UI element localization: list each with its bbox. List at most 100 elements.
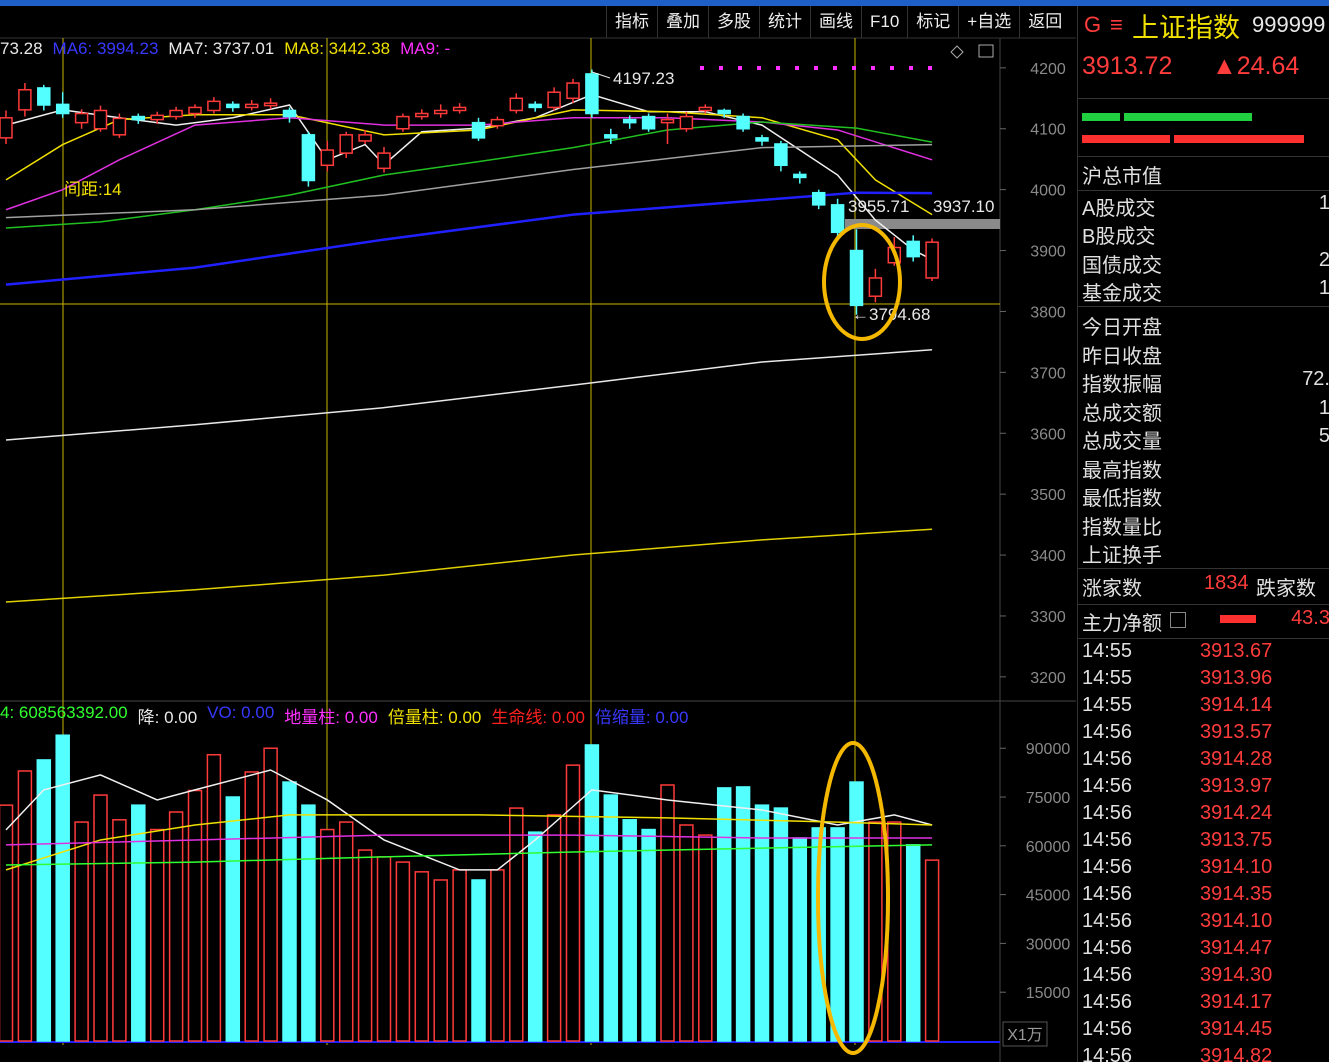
- volume-bar: [376, 856, 392, 1042]
- y-tick-label: 30000: [1026, 936, 1071, 953]
- toolbar-button[interactable]: 画线: [810, 6, 861, 38]
- unit-box: [1002, 1021, 1048, 1047]
- tick-time: 14:56: [1082, 721, 1133, 743]
- row-label: 国债成交: [1082, 255, 1162, 277]
- volume-bar: [603, 794, 619, 1042]
- row-value: 1: [1318, 397, 1329, 419]
- ma-line: [5, 844, 933, 866]
- tick-time: 14:55: [1082, 667, 1133, 689]
- ma-line: [5, 191, 933, 286]
- volume-bar: [641, 828, 656, 1042]
- row-value: 1: [1318, 277, 1329, 299]
- ma-line: [5, 528, 933, 603]
- ratio-bar: [1124, 113, 1252, 121]
- toolbar-button[interactable]: 指标: [606, 6, 657, 38]
- volume-bar: [131, 804, 146, 1042]
- candle-body: [339, 134, 353, 154]
- candle-body: [830, 204, 845, 234]
- candle-body: [37, 87, 51, 106]
- y-tick-label: 75000: [1026, 790, 1071, 807]
- index-code: 999999: [1252, 12, 1326, 37]
- y-tick-label: 4000: [1030, 183, 1066, 200]
- volume-bar: [716, 787, 732, 1042]
- volume-bar: [868, 821, 883, 1042]
- toolbar-button[interactable]: 返回: [1019, 6, 1070, 38]
- volume-bar: [187, 789, 203, 1042]
- candle-body: [585, 73, 599, 115]
- y-tick-label: 3400: [1030, 548, 1066, 565]
- candle-body: [679, 115, 694, 130]
- tick-price: 3914.24: [1200, 802, 1273, 824]
- ma-line: [5, 143, 933, 219]
- title-bar: [0, 0, 1329, 6]
- toolbar-button[interactable]: F10: [861, 6, 907, 38]
- candle-body: [207, 100, 221, 112]
- y-tick-label: 3300: [1030, 609, 1066, 626]
- tick-time: 14:55: [1082, 640, 1133, 662]
- candle-body: [112, 117, 127, 136]
- toolbar-button[interactable]: 标记: [907, 6, 958, 38]
- icon[interactable]: [978, 44, 994, 58]
- chart-area: 3200 3300 3400 3500 3600 3700 3800 3900 4000 4100…: [0, 37, 1076, 1062]
- toolbar-button[interactable]: 多股: [708, 6, 759, 38]
- toolbar-button[interactable]: +自选: [958, 6, 1019, 38]
- candle-body: [263, 102, 278, 107]
- row-label: 昨日收盘: [1082, 346, 1162, 368]
- candle-body: [244, 103, 259, 109]
- tick-time: 14:56: [1082, 1018, 1133, 1040]
- volume-bar: [773, 807, 789, 1042]
- candle-body: [755, 137, 769, 142]
- legend-item: 降: 0.00: [137, 708, 198, 727]
- row-value: 2: [1318, 249, 1329, 271]
- tick-time: 14:56: [1082, 829, 1133, 851]
- candle-body: [490, 118, 505, 127]
- row-label: 主力净额: [1082, 613, 1162, 635]
- y-tick-label: 60000: [1026, 839, 1071, 856]
- row-label: 今日开盘: [1082, 317, 1162, 339]
- tick-price: 3913.75: [1200, 829, 1273, 851]
- volume-bar: [149, 828, 165, 1042]
- icon[interactable]: [950, 45, 964, 59]
- ratio-bar: [1082, 113, 1120, 121]
- icon: G: [1084, 12, 1102, 37]
- quote-panel: G ≡ 上证指数 999999 3913.72 ▲24.64 沪总市值 A股成交 1 B股成交 国债…: [1077, 6, 1329, 1062]
- row-label: 最高指数: [1082, 460, 1162, 482]
- volume-bar: [471, 879, 486, 1042]
- candle-body: [736, 115, 750, 130]
- highlight-ellipse: [816, 741, 890, 1055]
- volume-bar: [395, 861, 411, 1042]
- legend: 73.28 MA6: 3994.23 MA7: 3737.01 MA8: 3442.3…: [0, 39, 450, 59]
- row-label: 基金成交: [1082, 283, 1162, 305]
- volume-bar: [168, 811, 184, 1042]
- legend-item: MA6: 3994.23: [52, 39, 159, 58]
- volume-bar: [263, 747, 278, 1042]
- tick-time: 14:56: [1082, 964, 1133, 986]
- volume-bar: [36, 759, 52, 1042]
- tick-price: 3913.67: [1200, 640, 1273, 662]
- ma-line: [5, 117, 933, 211]
- candle-body: [131, 115, 146, 121]
- y-tick-label: 15000: [1026, 985, 1071, 1002]
- ma-line: [5, 769, 933, 871]
- candle-body: [547, 91, 561, 109]
- flow-value: 43.3: [1291, 607, 1329, 629]
- icon: ≡: [1110, 12, 1123, 37]
- flow-bar: [1220, 615, 1256, 623]
- y-tick-label: 45000: [1026, 888, 1071, 905]
- row-label: A股成交: [1082, 198, 1156, 220]
- toolbar-button[interactable]: 统计: [759, 6, 810, 38]
- row-label: 涨家数: [1082, 578, 1142, 600]
- tick-price: 3914.28: [1200, 748, 1273, 770]
- toolbar-button[interactable]: 叠加: [657, 6, 708, 38]
- candle-body: [433, 109, 448, 115]
- tick-time: 14:56: [1082, 802, 1133, 824]
- volume-bar: [452, 869, 467, 1042]
- legend-item: 倍量柱: 0.00: [387, 708, 482, 727]
- legend-item: MA7: 3737.01: [168, 39, 275, 58]
- candle-body: [811, 191, 826, 206]
- candle-body: [226, 103, 240, 109]
- candle-body: [698, 106, 713, 112]
- volume-bar: [792, 837, 808, 1042]
- candle-body: [849, 249, 864, 307]
